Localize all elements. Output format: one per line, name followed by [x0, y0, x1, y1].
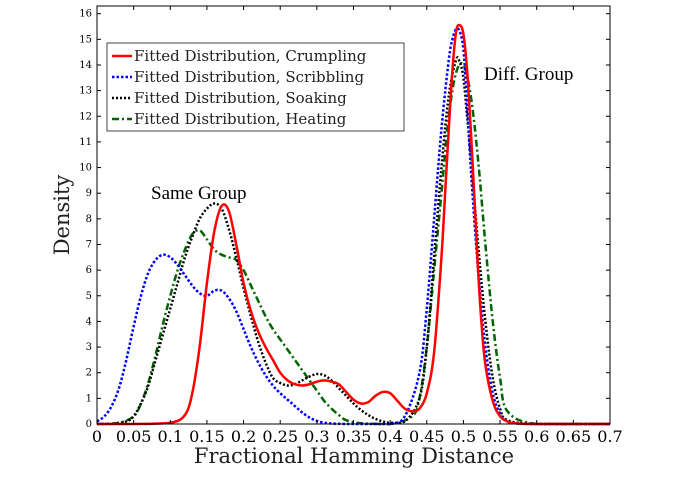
- y-tick-label: 16: [79, 9, 92, 20]
- legend: Fitted Distribution, Crumpling Fitted Di…: [106, 42, 405, 132]
- x-tick-label: 0.7: [597, 427, 622, 446]
- legend-entry-crumpling: Fitted Distribution, Crumpling: [112, 47, 367, 65]
- y-tick-label: 8: [86, 214, 92, 225]
- ticks-layer: 0 0.05 0.1 0.15 0.2 0.25 0.3 0.35 0.4 0.45 0.5 0.55…: [79, 6, 623, 446]
- series-line-heating: [96, 62, 610, 426]
- x-tick-label: 0.25: [262, 427, 298, 446]
- annotation-diff-group: Diff. Group: [484, 64, 573, 85]
- x-tick-label: 0.05: [116, 427, 152, 446]
- legend-box: [106, 42, 405, 132]
- y-tick-label: 14: [79, 60, 92, 71]
- legend-entry-scribbling: Fitted Distribution, Scribbling: [112, 68, 364, 86]
- y-tick-label: 11: [79, 137, 92, 148]
- y-tick-label: 1: [86, 393, 92, 404]
- legend-label-scribbling: Fitted Distribution, Scribbling: [134, 68, 364, 86]
- legend-label-crumpling: Fitted Distribution, Crumpling: [134, 47, 367, 65]
- legend-label-heating: Fitted Distribution, Heating: [134, 110, 347, 128]
- x-tick-label: 0.5: [451, 427, 476, 446]
- y-tick-label: 12: [79, 111, 92, 122]
- series-layer: [96, 23, 610, 426]
- y-tick-label: 13: [79, 86, 92, 97]
- x-tick-label: 0.35: [336, 427, 372, 446]
- x-tick-label: 0.15: [189, 427, 225, 446]
- x-tick-label: 0.55: [482, 427, 518, 446]
- y-tick-label: 0: [86, 419, 92, 430]
- legend-entry-soaking: Fitted Distribution, Soaking: [112, 89, 347, 107]
- annotation-same-group: Same Group: [151, 183, 247, 204]
- x-tick-label: 0.45: [409, 427, 445, 446]
- series-line-crumpling: [97, 23, 610, 426]
- legend-label-soaking: Fitted Distribution, Soaking: [134, 89, 347, 107]
- x-tick-label: 0.1: [158, 427, 183, 446]
- y-tick-label: 2: [86, 368, 92, 379]
- y-tick-label: 15: [79, 34, 92, 45]
- y-tick-label: 10: [79, 163, 92, 174]
- legend-entry-heating: Fitted Distribution, Heating: [112, 110, 347, 128]
- y-tick-label: 7: [86, 239, 92, 250]
- y-tick-label: 5: [86, 291, 92, 302]
- y-tick-label: 9: [86, 188, 92, 199]
- x-tick-label: 0.4: [377, 427, 402, 446]
- x-tick-label: 0.65: [556, 427, 592, 446]
- x-tick-label: 0.2: [231, 427, 256, 446]
- y-tick-label: 3: [86, 342, 92, 353]
- x-tick-label: 0.3: [304, 427, 329, 446]
- x-axis-title: Fractional Hamming Distance: [194, 444, 514, 468]
- y-tick-label: 4: [86, 316, 92, 327]
- x-tick-label: 0.6: [524, 427, 549, 446]
- x-tick-label: 0: [92, 427, 102, 446]
- y-tick-label: 6: [86, 265, 92, 276]
- y-axis-title: Density: [50, 175, 74, 256]
- series-line-scribbling: [96, 27, 610, 426]
